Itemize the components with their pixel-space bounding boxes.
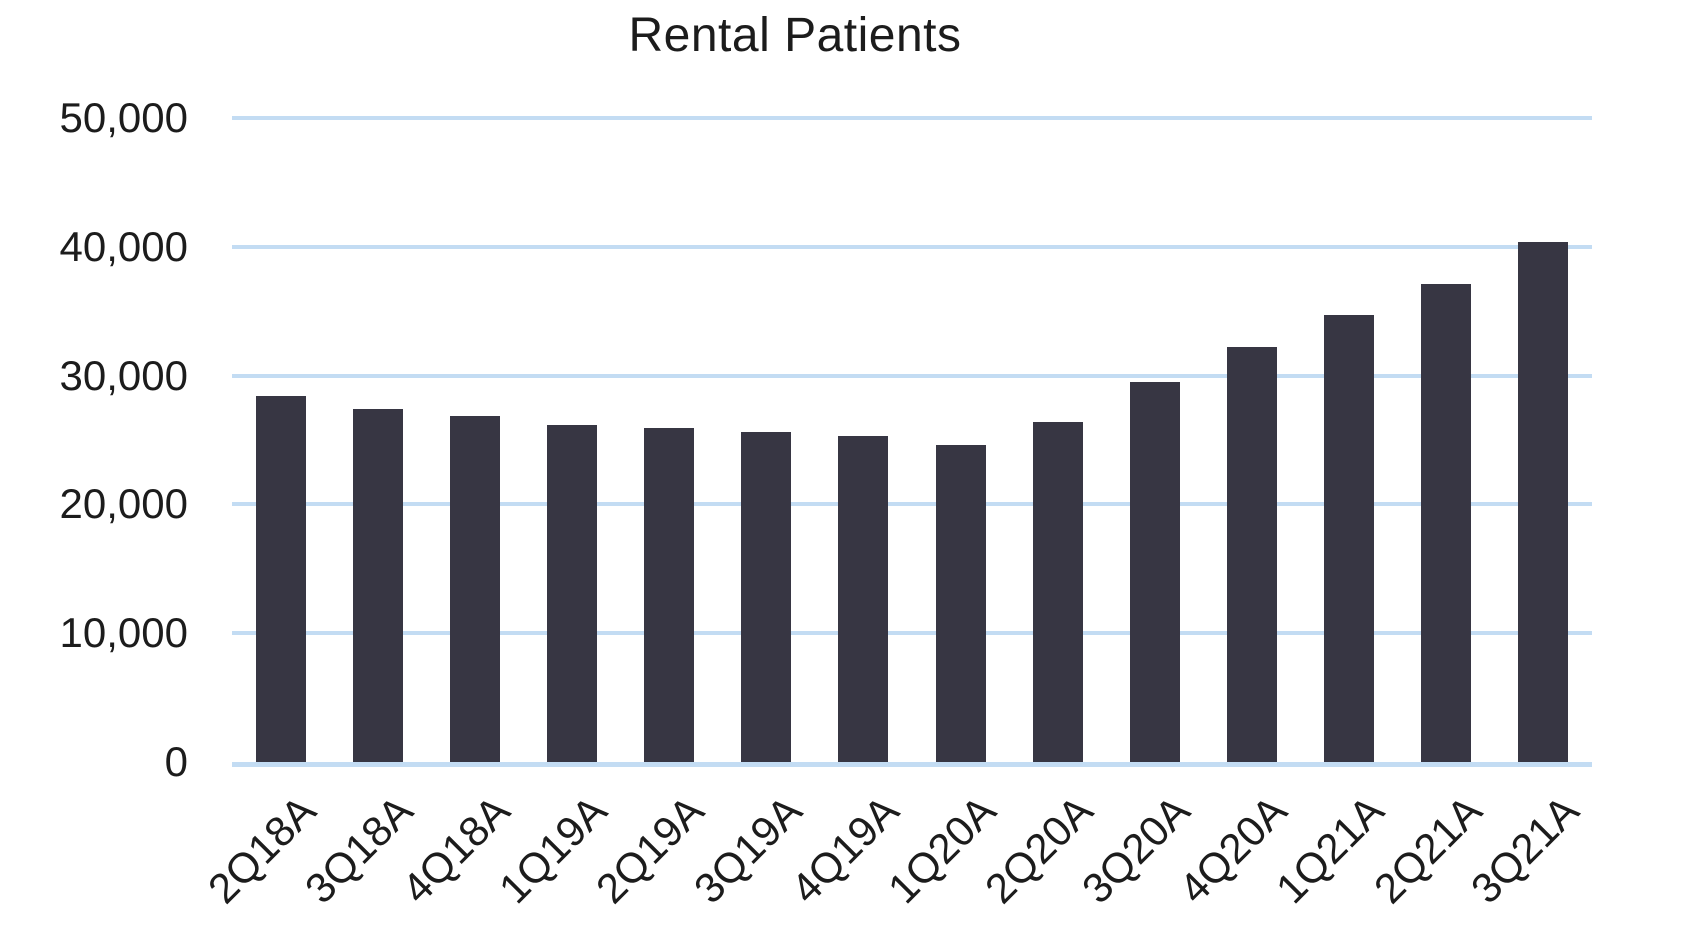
y-tick-label: 10,000	[59, 609, 188, 657]
y-tick-label: 50,000	[59, 94, 188, 141]
x-tick-label: 1Q19A	[490, 786, 616, 913]
bar-3Q21A	[1518, 242, 1568, 762]
chart-title: Rental Patients	[628, 9, 962, 62]
x-tick-label: 1Q20A	[878, 786, 1005, 913]
x-tick-label: 3Q21A	[1461, 786, 1588, 913]
bar-4Q18A	[450, 416, 500, 762]
x-tick-label: 2Q21A	[1364, 786, 1491, 913]
bar-1Q20A	[936, 445, 986, 762]
gridline	[232, 373, 1592, 378]
bar-2Q20A	[1033, 422, 1083, 762]
x-tick-label: 1Q21A	[1267, 786, 1393, 913]
y-tick-label: 0	[164, 738, 188, 785]
gridline	[232, 244, 1592, 249]
bar-4Q19A	[838, 436, 888, 762]
bar-2Q19A	[644, 428, 694, 762]
bar-3Q19A	[741, 432, 791, 762]
bar-2Q18A	[256, 396, 306, 762]
x-tick-label: 4Q18A	[392, 786, 519, 913]
bar-1Q21A	[1324, 315, 1374, 762]
x-axis-baseline	[232, 762, 1592, 767]
gridline	[232, 631, 1592, 636]
x-tick-label: 3Q19A	[684, 786, 811, 913]
bar-2Q21A	[1421, 284, 1471, 762]
x-tick-label: 4Q20A	[1170, 786, 1296, 913]
bar-4Q20A	[1227, 347, 1277, 762]
x-tick-label: 2Q18A	[198, 786, 325, 913]
y-tick-label: 40,000	[59, 222, 188, 270]
y-tick-label: 30,000	[59, 351, 188, 399]
bar-1Q19A	[547, 425, 597, 762]
y-tick-label: 20,000	[59, 480, 188, 528]
x-tick-label: 3Q20A	[1072, 786, 1199, 913]
x-tick-label: 3Q18A	[295, 786, 422, 913]
bar-3Q20A	[1130, 382, 1180, 762]
x-tick-label: 2Q19A	[587, 786, 713, 913]
x-tick-label: 4Q19A	[781, 786, 908, 913]
x-tick-label: 2Q20A	[975, 786, 1102, 913]
gridline	[232, 116, 1592, 120]
gridline	[232, 502, 1592, 507]
bar-3Q18A	[353, 409, 403, 762]
